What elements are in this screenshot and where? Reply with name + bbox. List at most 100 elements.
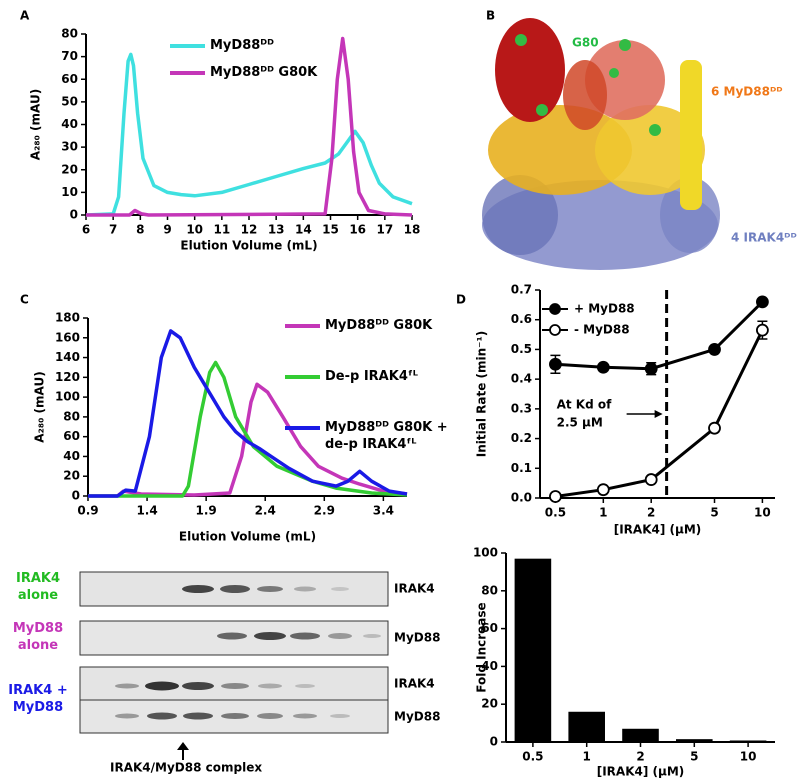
y-tick-label: 100 [55,390,80,404]
y-tick-label: 60 [481,621,498,635]
y-tick-label: 20 [481,697,498,711]
data-point [549,357,562,371]
panel-label: B [486,9,495,23]
gel [79,571,389,760]
data-point [756,323,769,337]
gel-label: IRAK4 alone [15,571,61,603]
data-point [708,343,721,356]
x-tick-label: 0.9 [77,504,98,518]
x-tick-label: 7 [109,223,117,237]
x-axis-label: Elution Volume (mL) [179,530,316,544]
y-tick-label: 0.7 [511,283,532,297]
y-axis-label: Initial Rate (min⁻¹) [475,331,489,457]
data-point [644,362,658,376]
y-tick-label: 50 [61,94,78,108]
y-tick-label: 80 [61,27,78,41]
bar [622,728,659,742]
x-tick-label: 2 [636,750,644,764]
gel-label: IRAK4 [394,677,435,691]
x-tick-label: 16 [349,223,366,237]
structure-label: G80 [572,36,599,50]
x-tick-label: 6 [82,223,90,237]
y-tick-label: 0.1 [511,461,532,475]
y-tick-label: 0 [490,735,498,749]
x-axis-label: [IRAK4] (µM) [597,765,685,779]
y-tick-label: 0 [70,208,78,222]
data-point [756,295,769,309]
x-tick-label: 2 [647,506,655,520]
y-tick-label: 100 [473,546,498,560]
y-tick-label: 0 [72,489,80,503]
x-tick-label: 17 [376,223,393,237]
x-tick-label: 1 [583,750,591,764]
y-tick-label: 20 [61,162,78,176]
y-tick-label: 10 [61,185,78,199]
y-axis-label: A₂₈₀ (mAU) [29,89,43,160]
x-tick-label: 9 [163,223,171,237]
y-tick-label: 40 [63,449,80,463]
series-line [88,329,408,498]
x-tick-label: 0.5 [522,750,543,764]
gel-label: MyD88 alone [12,621,64,653]
x-tick-label: 10 [740,750,757,764]
y-tick-label: 0.2 [511,431,532,445]
y-tick-label: 0.5 [511,342,532,356]
data-point [644,473,658,486]
x-axis-label: [IRAK4] (µM) [614,523,702,537]
y-tick-label: 20 [63,469,80,483]
legend-swatch [549,303,561,315]
legend-label: + MyD88 [574,302,635,316]
y-tick-label: 60 [63,429,80,443]
structure-label: 6 MyD88ᴰᴰ [711,85,783,99]
bar [568,711,605,742]
y-tick-label: 160 [55,330,80,344]
x-tick-label: 1 [599,506,607,520]
y-tick-label: 70 [61,49,78,63]
x-tick-label: 10 [186,223,203,237]
series-line [86,36,413,217]
x-tick-label: 18 [404,223,421,237]
data-point [596,483,610,497]
x-tick-label: 13 [268,223,285,237]
structure-label: 4 IRAK4ᴰᴰ [731,231,797,245]
y-tick-label: 0.6 [511,312,532,326]
y-tick-label: 120 [55,370,80,384]
legend-label: MyD88ᴰᴰ [210,38,274,53]
gel-label: MyD88 [394,631,440,645]
x-tick-label: 5 [690,750,698,764]
y-axis-label: Fold Increase [475,602,489,692]
bar [514,558,552,742]
gel-caption: IRAK4/MyD88 complex [110,761,262,775]
y-tick-label: 0.0 [511,491,532,505]
y-tick-label: 140 [55,350,80,364]
x-tick-label: 15 [322,223,339,237]
gel-label: IRAK4 + MyD88 [8,683,68,715]
annotation: At Kd of [557,398,613,412]
gel-label: IRAK4 [394,582,435,596]
bar [729,740,767,742]
y-tick-label: 80 [63,409,80,423]
annotation-arrow [654,410,663,418]
series-line [85,52,413,217]
x-tick-label: 1.9 [196,504,217,518]
x-axis-label: Elution Volume (mL) [180,239,317,253]
y-tick-label: 0.4 [511,372,532,386]
annotation: 2.5 µM [557,416,603,430]
legend-label: MyD88ᴰᴰ G80K + de-p IRAK4ᶠᴸ [325,420,448,452]
x-tick-label: 12 [241,223,258,237]
y-tick-label: 60 [61,72,78,86]
y-tick-label: 0.3 [511,401,532,415]
y-tick-label: 180 [55,311,80,325]
structure [482,18,720,270]
x-tick-label: 5 [710,506,718,520]
legend-label: MyD88ᴰᴰ G80K [325,318,433,333]
data-point [708,421,721,435]
data-point [549,490,562,503]
y-tick-label: 40 [61,117,78,131]
y-tick-label: 30 [61,140,78,154]
y-tick-label: 40 [481,659,498,673]
panel-label: C [20,293,29,307]
x-tick-label: 2.4 [255,504,276,518]
panel-label: A [20,9,30,23]
